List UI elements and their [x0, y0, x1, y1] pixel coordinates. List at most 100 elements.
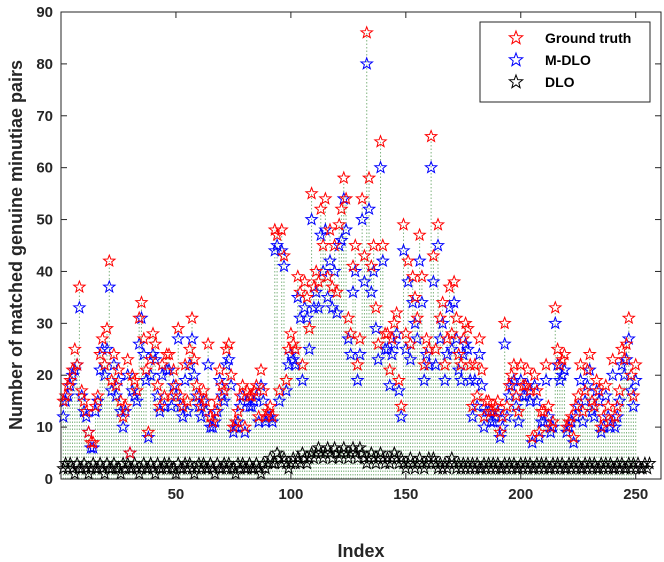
legend-label: Ground truth [545, 30, 631, 46]
data-point [458, 315, 473, 330]
data-point [617, 352, 632, 366]
data-point [430, 217, 446, 231]
data-point [612, 383, 627, 397]
data-point [230, 455, 246, 470]
data-point [624, 383, 639, 397]
data-point [580, 378, 595, 392]
data-point [548, 315, 563, 330]
data-point [575, 404, 590, 418]
data-point [373, 160, 388, 174]
data-point [511, 414, 526, 428]
data-point [272, 383, 287, 397]
data-point [72, 279, 87, 294]
data-point [624, 367, 639, 382]
data-point [502, 378, 517, 392]
data-point [559, 424, 574, 439]
data-point [334, 201, 349, 216]
data-point [470, 388, 485, 402]
data-point [607, 419, 623, 434]
data-point [145, 326, 161, 340]
data-point [311, 300, 326, 314]
data-point [550, 341, 565, 356]
data-markers [56, 25, 657, 480]
data-point [539, 357, 554, 371]
data-point [217, 455, 232, 470]
data-point [626, 455, 641, 470]
data-point [619, 336, 634, 351]
data-point [502, 455, 517, 470]
x-tick-label: 100 [278, 486, 303, 503]
data-point [99, 321, 115, 335]
data-point [88, 399, 103, 413]
data-point [529, 383, 544, 397]
x-tick-label: 250 [623, 486, 648, 503]
data-point [327, 263, 342, 278]
data-point [352, 440, 367, 454]
legend-label: DLO [545, 74, 575, 90]
y-tick-label: 60 [36, 160, 53, 177]
data-point [217, 383, 232, 397]
x-axis-title: Index [337, 541, 384, 561]
y-tick-label: 10 [36, 419, 53, 436]
data-point [580, 362, 595, 377]
data-point [76, 393, 92, 408]
data-point [74, 383, 89, 397]
data-point [113, 466, 128, 480]
data-point [433, 310, 448, 325]
data-point [74, 388, 89, 402]
data-point [384, 331, 400, 345]
data-point [361, 201, 377, 216]
data-point [189, 378, 204, 392]
data-point [205, 414, 220, 428]
data-point [612, 393, 627, 408]
data-point [449, 310, 464, 325]
data-point [221, 336, 236, 351]
data-point [132, 310, 147, 325]
data-point [520, 362, 535, 377]
data-point [532, 424, 547, 439]
data-point [286, 336, 301, 351]
x-tick-label: 50 [168, 486, 185, 503]
legend-label: M-DLO [545, 52, 591, 68]
data-point [187, 367, 202, 382]
data-point [173, 388, 188, 402]
data-point [311, 274, 326, 288]
data-point [610, 455, 625, 470]
data-point [589, 372, 604, 387]
data-point [127, 372, 142, 387]
data-point [212, 372, 227, 387]
data-point [391, 383, 406, 397]
data-point [368, 321, 383, 335]
data-point [566, 430, 581, 444]
data-point [224, 367, 239, 382]
data-point [364, 258, 379, 273]
data-point [407, 289, 423, 304]
data-point [451, 347, 466, 361]
data-point [417, 372, 432, 387]
data-point [118, 398, 133, 413]
data-point [460, 341, 475, 356]
data-point [371, 352, 386, 366]
x-tick-label: 200 [508, 486, 533, 503]
data-point [95, 331, 110, 345]
data-point [417, 357, 432, 371]
data-point [373, 134, 388, 148]
data-point [97, 357, 112, 371]
data-point [125, 383, 140, 397]
data-point [573, 357, 588, 371]
data-point [527, 367, 542, 382]
data-point [470, 399, 485, 413]
legend-marker [507, 29, 525, 45]
data-point [467, 357, 482, 371]
data-point [359, 56, 374, 70]
data-point [293, 284, 308, 299]
data-point [348, 238, 363, 252]
data-point [343, 326, 358, 340]
data-point [270, 238, 285, 252]
data-point [621, 331, 636, 345]
data-point [152, 398, 167, 413]
data-point [575, 414, 590, 428]
data-point [610, 399, 625, 413]
data-point [81, 424, 96, 439]
